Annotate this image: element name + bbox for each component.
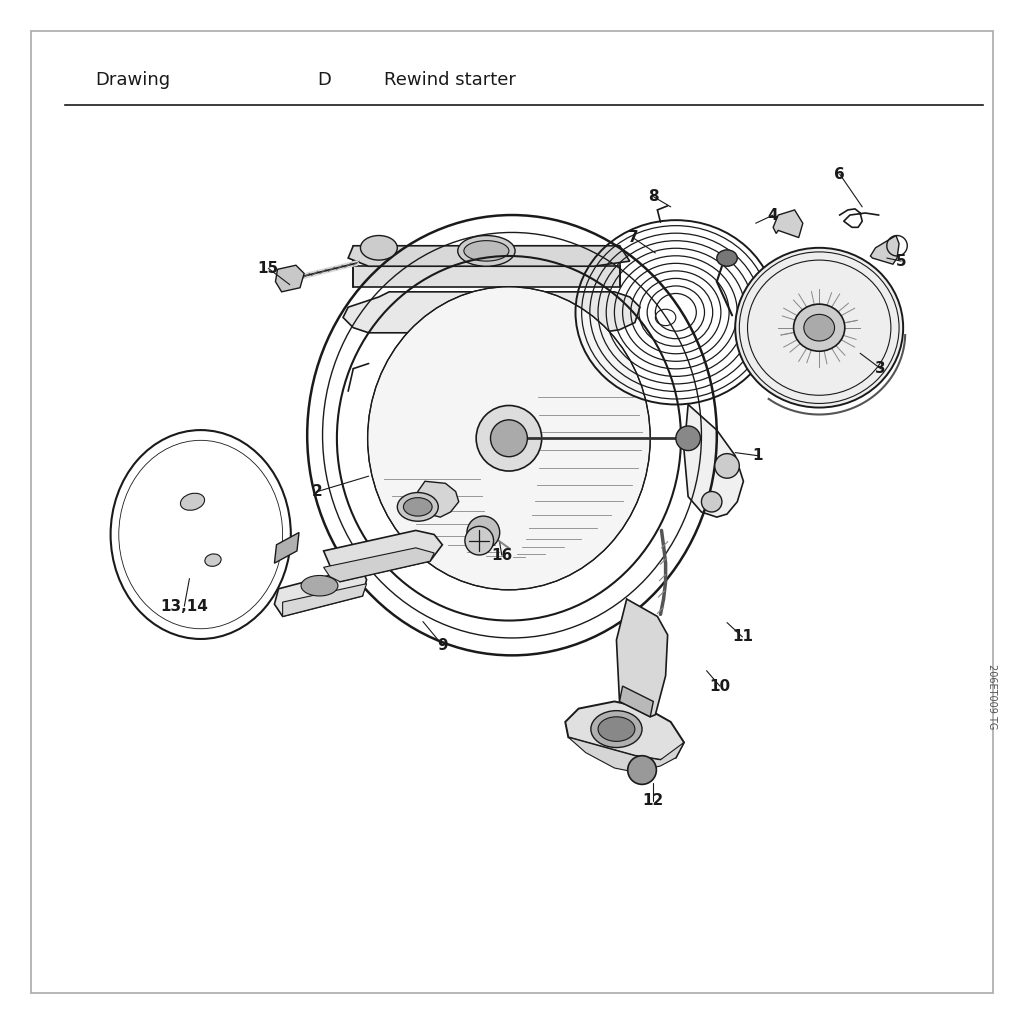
Text: 5: 5 [896,254,906,268]
Ellipse shape [717,250,737,266]
Polygon shape [568,737,684,772]
Ellipse shape [397,493,438,521]
Text: 206ET009 TG: 206ET009 TG [987,664,997,729]
Text: 13,14: 13,14 [161,599,208,613]
Text: 8: 8 [648,189,658,204]
Ellipse shape [804,314,835,341]
Ellipse shape [715,454,739,478]
Polygon shape [343,292,640,333]
Polygon shape [274,532,299,563]
Ellipse shape [205,554,221,566]
Polygon shape [616,599,668,717]
Ellipse shape [368,287,650,590]
Polygon shape [773,210,803,238]
Text: D: D [317,71,332,89]
Ellipse shape [794,304,845,351]
Text: 12: 12 [643,794,664,808]
Ellipse shape [598,717,635,741]
Ellipse shape [180,494,205,510]
Ellipse shape [490,420,527,457]
Text: 16: 16 [492,548,512,562]
Ellipse shape [465,526,494,555]
Ellipse shape [467,516,500,549]
Polygon shape [274,567,367,616]
Text: 15: 15 [258,261,279,275]
Text: 3: 3 [876,361,886,376]
Polygon shape [620,686,653,717]
Polygon shape [324,548,434,582]
Text: 4: 4 [768,208,778,222]
Ellipse shape [628,756,656,784]
Polygon shape [275,265,304,292]
Polygon shape [348,246,630,266]
Polygon shape [418,481,459,517]
Ellipse shape [301,575,338,596]
Polygon shape [283,584,367,616]
Ellipse shape [591,711,642,748]
Text: 2: 2 [312,484,323,499]
Ellipse shape [458,236,515,266]
Text: 6: 6 [835,167,845,181]
Text: 9: 9 [437,638,447,652]
Polygon shape [353,266,620,287]
Ellipse shape [676,426,700,451]
Text: 11: 11 [732,630,753,644]
Ellipse shape [735,248,903,408]
Polygon shape [870,236,899,264]
Text: 7: 7 [628,230,638,245]
Ellipse shape [701,492,722,512]
Ellipse shape [360,236,397,260]
Polygon shape [565,701,684,760]
Ellipse shape [403,498,432,516]
Text: Rewind starter: Rewind starter [384,71,516,89]
Polygon shape [324,530,442,582]
Ellipse shape [464,241,509,261]
Ellipse shape [476,406,542,471]
Polygon shape [684,404,743,517]
Text: Drawing: Drawing [95,71,170,89]
Text: 1: 1 [753,449,763,463]
Text: 10: 10 [710,679,730,693]
